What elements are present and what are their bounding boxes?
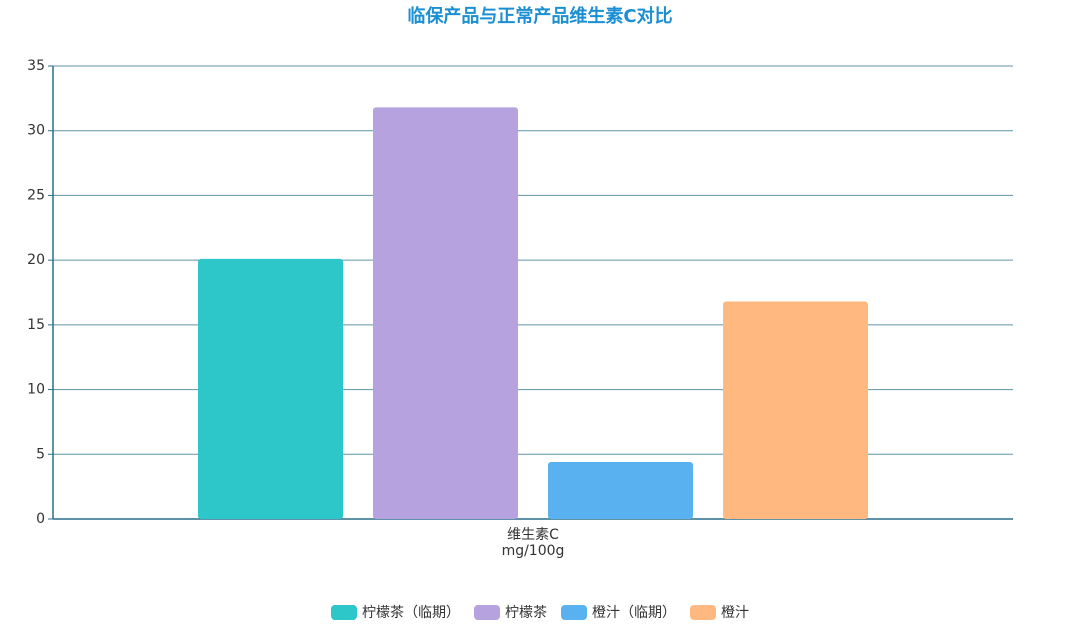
y-tick-label: 30	[27, 123, 45, 139]
chart-title: 临保产品与正常产品维生素C对比	[407, 5, 672, 27]
bar	[548, 462, 693, 519]
legend-item: 橙汁（临期）	[561, 605, 676, 621]
legend: 柠檬茶（临期） 柠檬茶 橙汁（临期） 橙汁	[331, 605, 749, 621]
x-unit-label: mg/100g	[502, 543, 565, 559]
legend-swatch	[561, 605, 587, 620]
x-tick-label: 维生素C	[507, 527, 559, 543]
y-tick-label: 0	[36, 511, 45, 527]
legend-label: 橙汁	[721, 605, 749, 621]
legend-item: 橙汁	[690, 605, 749, 621]
y-tick-label: 20	[27, 252, 45, 268]
y-tick-label: 35	[27, 58, 45, 74]
y-tick-label: 15	[27, 317, 45, 333]
legend-label: 柠檬茶	[505, 605, 547, 621]
y-tick-label: 10	[27, 382, 45, 398]
bar	[723, 301, 868, 519]
legend-item: 柠檬茶	[474, 605, 547, 621]
legend-swatch	[474, 605, 500, 620]
legend-swatch	[331, 605, 357, 620]
legend-label: 柠檬茶（临期）	[362, 605, 460, 621]
y-tick-label: 25	[27, 187, 45, 203]
bar	[373, 107, 518, 519]
legend-swatch	[690, 605, 716, 620]
y-tick-label: 5	[36, 446, 45, 462]
bar	[198, 258, 343, 519]
legend-label: 橙汁（临期）	[592, 605, 676, 621]
legend-item: 柠檬茶（临期）	[331, 605, 460, 621]
